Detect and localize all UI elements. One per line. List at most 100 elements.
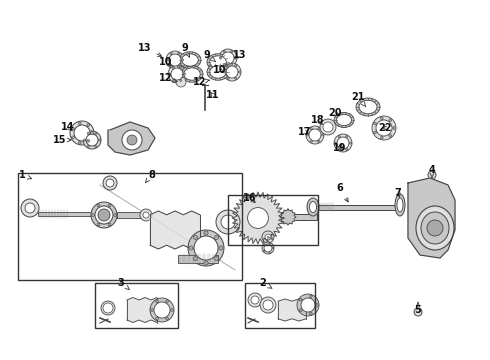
Circle shape: [221, 215, 235, 229]
Circle shape: [169, 54, 181, 66]
Circle shape: [227, 64, 229, 67]
Ellipse shape: [397, 198, 403, 212]
Circle shape: [338, 148, 340, 150]
Text: 20: 20: [328, 108, 342, 118]
Circle shape: [269, 252, 270, 253]
Circle shape: [306, 126, 324, 144]
Circle shape: [346, 148, 348, 150]
Circle shape: [318, 127, 320, 130]
Circle shape: [223, 63, 241, 81]
Text: 7: 7: [394, 188, 401, 198]
Circle shape: [101, 301, 115, 315]
Circle shape: [98, 139, 100, 141]
Circle shape: [87, 132, 89, 135]
Circle shape: [92, 213, 95, 216]
Circle shape: [25, 203, 35, 213]
Circle shape: [335, 142, 337, 144]
Circle shape: [204, 231, 208, 235]
Circle shape: [176, 77, 186, 87]
Circle shape: [223, 71, 225, 73]
Circle shape: [310, 127, 312, 130]
Circle shape: [193, 235, 197, 239]
Bar: [282, 214, 317, 220]
Circle shape: [299, 309, 302, 312]
Ellipse shape: [210, 56, 226, 68]
Circle shape: [235, 64, 237, 67]
Circle shape: [231, 63, 233, 66]
Circle shape: [183, 73, 186, 75]
Circle shape: [318, 140, 320, 143]
Ellipse shape: [310, 202, 317, 212]
Circle shape: [349, 142, 351, 144]
Ellipse shape: [207, 54, 229, 70]
Text: 6: 6: [337, 183, 348, 202]
Text: 9: 9: [204, 50, 216, 62]
Text: 8: 8: [146, 170, 155, 183]
Circle shape: [156, 317, 158, 320]
Text: 12: 12: [193, 77, 210, 87]
Ellipse shape: [359, 100, 377, 114]
Circle shape: [78, 141, 81, 144]
Circle shape: [156, 300, 158, 303]
Circle shape: [223, 50, 225, 53]
Circle shape: [235, 77, 237, 80]
Circle shape: [263, 300, 273, 310]
Circle shape: [95, 132, 97, 135]
Circle shape: [222, 52, 234, 64]
Circle shape: [106, 179, 114, 187]
Ellipse shape: [181, 66, 203, 82]
Ellipse shape: [395, 194, 405, 216]
Circle shape: [83, 139, 86, 141]
Circle shape: [150, 309, 153, 311]
Polygon shape: [408, 178, 455, 258]
Circle shape: [392, 127, 395, 129]
Circle shape: [306, 134, 309, 136]
Circle shape: [97, 204, 100, 207]
Ellipse shape: [337, 114, 351, 126]
Circle shape: [309, 312, 312, 315]
Bar: [18, 173, 242, 280]
Circle shape: [178, 66, 180, 68]
Circle shape: [310, 140, 312, 143]
Circle shape: [180, 80, 182, 82]
Circle shape: [389, 119, 392, 122]
Text: 21: 21: [351, 92, 366, 107]
Text: 10: 10: [213, 65, 227, 75]
Bar: [228, 195, 318, 245]
Circle shape: [78, 122, 81, 125]
Text: 17: 17: [298, 127, 312, 137]
Circle shape: [262, 242, 274, 254]
Text: 11: 11: [206, 90, 220, 100]
Circle shape: [373, 131, 376, 134]
Circle shape: [91, 202, 117, 228]
Circle shape: [103, 303, 113, 313]
Text: 3: 3: [118, 278, 129, 289]
Circle shape: [150, 298, 174, 322]
Text: 13: 13: [138, 43, 162, 57]
Polygon shape: [108, 122, 155, 155]
Bar: [95, 283, 178, 328]
Circle shape: [227, 77, 229, 80]
Circle shape: [178, 53, 180, 55]
Circle shape: [97, 223, 100, 226]
Circle shape: [346, 135, 348, 138]
Circle shape: [87, 139, 90, 142]
Bar: [117, 212, 142, 218]
Circle shape: [234, 57, 237, 59]
Text: 5: 5: [415, 302, 421, 315]
Circle shape: [189, 246, 193, 250]
Circle shape: [95, 206, 113, 224]
Circle shape: [309, 295, 312, 298]
Circle shape: [215, 257, 219, 261]
Circle shape: [376, 120, 392, 136]
Circle shape: [74, 125, 90, 141]
Polygon shape: [278, 299, 306, 321]
Circle shape: [216, 210, 240, 234]
Circle shape: [320, 119, 336, 135]
Circle shape: [172, 80, 174, 82]
Circle shape: [83, 131, 101, 149]
Circle shape: [338, 135, 340, 138]
Circle shape: [323, 122, 333, 132]
Circle shape: [301, 298, 315, 312]
Circle shape: [70, 121, 94, 145]
